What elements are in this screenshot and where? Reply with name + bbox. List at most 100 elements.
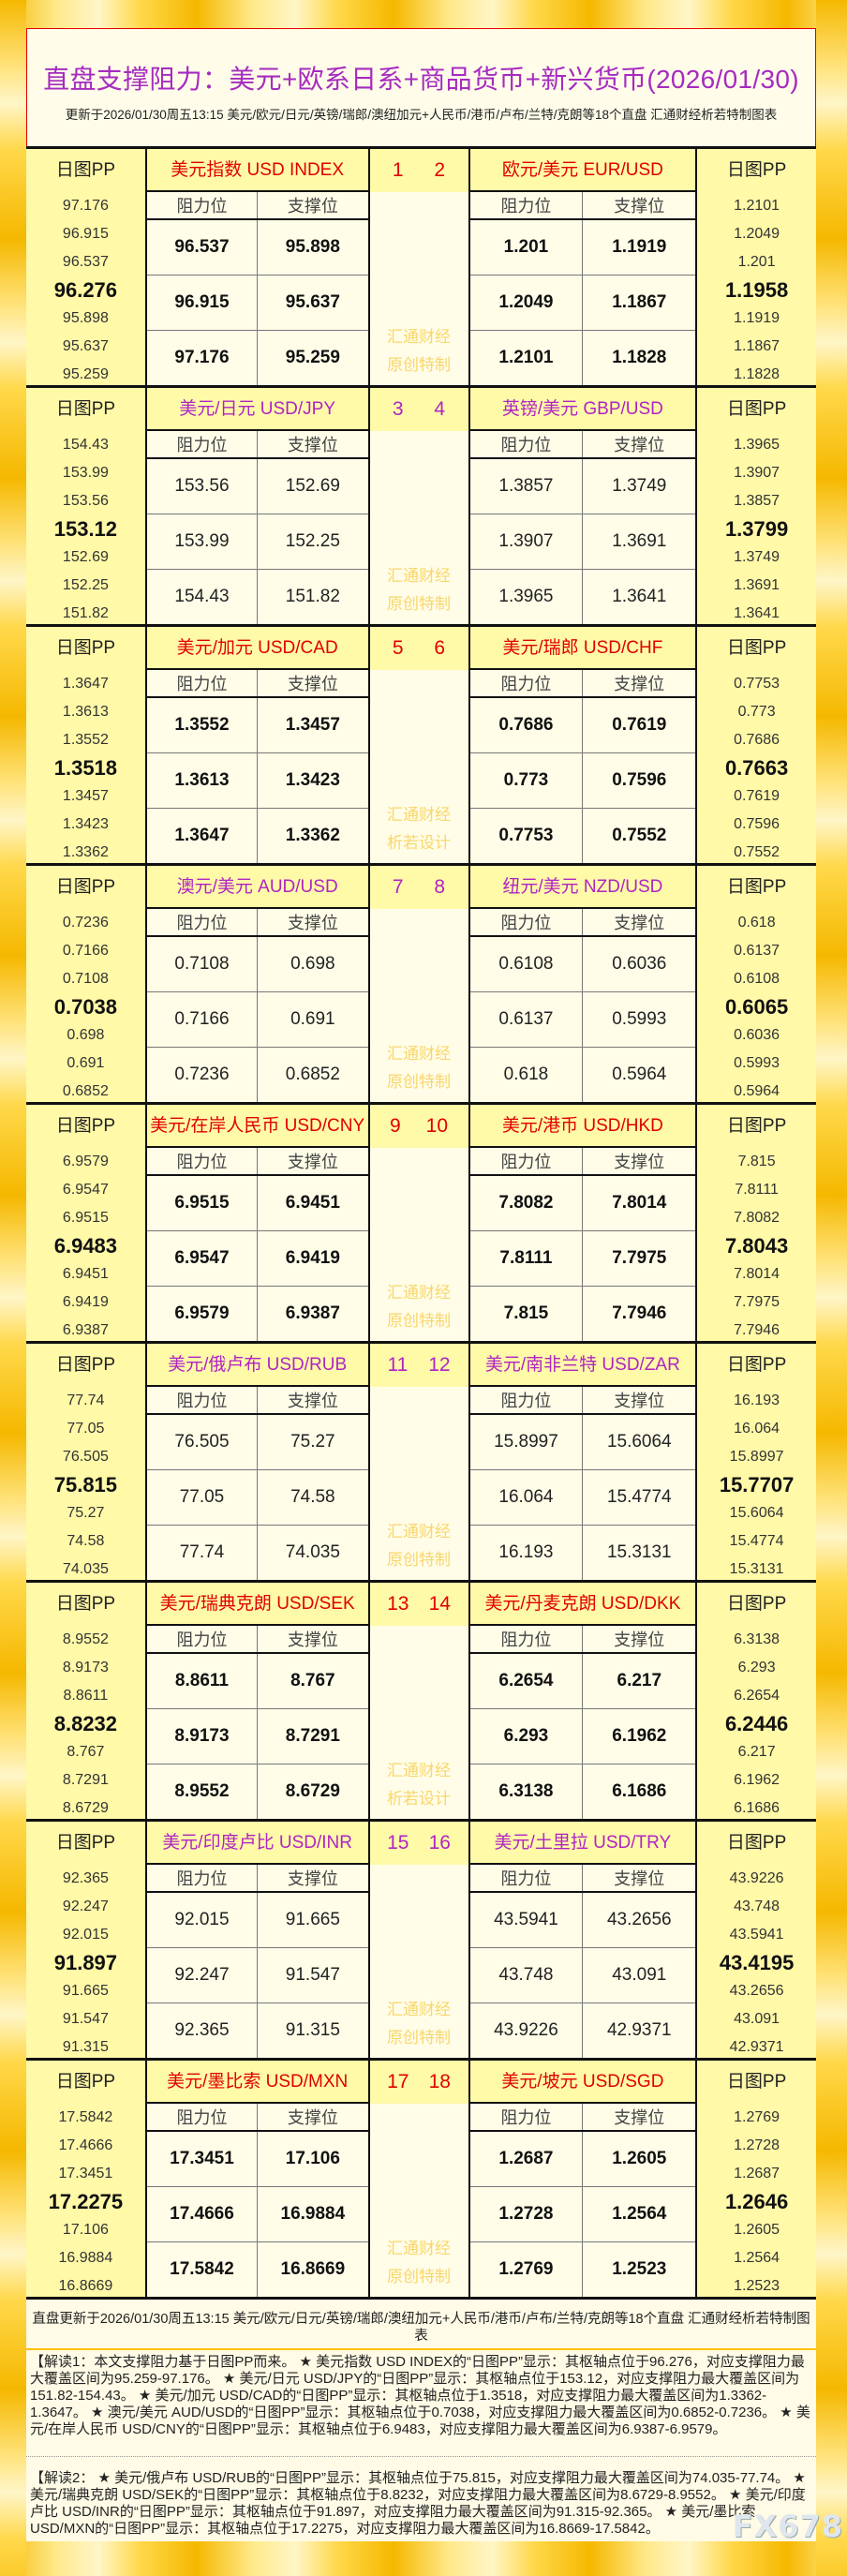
panel-number: 13	[387, 1593, 409, 1615]
panel-number: 12	[428, 1354, 451, 1376]
pair-title: 美元/港币 USD/HKD	[469, 1105, 696, 1148]
level-row: 0.6108 0.6036	[469, 937, 696, 992]
panel-number: 5	[392, 637, 404, 659]
support-value: 6.9451	[257, 1176, 367, 1230]
support-value: 91.665	[257, 1893, 367, 1947]
resistance-header: 阻力位	[500, 1869, 552, 1888]
resistance-value: 43.9226	[494, 2020, 558, 2040]
pair-table-right: 欧元/美元 EUR/USD 阻力位 支撑位 1.201 1.1919 1.2049 1.18…	[468, 149, 698, 385]
resistance-header: 阻力位	[500, 914, 552, 932]
resistance-value: 6.9547	[174, 1248, 230, 1268]
pp-level: 1.3647	[62, 676, 109, 692]
pair-title: 美元/瑞郎 USD/CHF	[469, 627, 696, 670]
resistance-value: 1.201	[503, 237, 549, 257]
pivot-value: 0.7663	[724, 756, 789, 780]
support-value: 1.2564	[582, 2187, 695, 2241]
resistance-value: 153.56	[174, 476, 230, 496]
support-value: 6.9387	[257, 1287, 367, 1341]
pp-level: 0.7166	[62, 943, 109, 959]
resistance-header: 阻力位	[500, 1153, 552, 1171]
watermark-line: 汇通财经	[387, 1045, 452, 1063]
resistance-value: 16.064	[498, 1487, 554, 1507]
pp-level: 1.3749	[734, 549, 780, 565]
pivot-value: 43.4195	[719, 1951, 795, 1974]
pivot-value: 1.1958	[724, 278, 789, 302]
level-row: 77.05 74.58	[146, 1470, 368, 1526]
resistance-value: 153.99	[174, 531, 230, 551]
support-value: 0.7619	[582, 698, 695, 752]
level-row: 96.537 95.898	[146, 220, 368, 275]
column-headers: 阻力位 支撑位	[469, 1626, 696, 1654]
level-row: 1.2728 1.2564	[469, 2187, 696, 2242]
pp-level: 6.9451	[62, 1266, 109, 1282]
support-value: 91.315	[257, 2003, 367, 2058]
pp-level: 1.2687	[734, 2166, 780, 2181]
pp-level: 1.2101	[734, 198, 780, 214]
support-value: 1.3641	[582, 570, 695, 624]
support-header: 支撑位	[582, 909, 695, 935]
resistance-header: 阻力位	[176, 914, 228, 932]
resistance-value: 7.8082	[498, 1193, 554, 1213]
level-row: 1.2101 1.1828	[470, 331, 696, 385]
support-value: 15.3131	[582, 1526, 695, 1580]
panel-number: 6	[434, 637, 446, 659]
pair-panel: 日图PP 77.74 77.05 76.505 75.815 75.27 74.58 74.0…	[26, 1341, 816, 1580]
pp-level: 0.691	[67, 1055, 105, 1071]
pp-header: 日图PP	[726, 2072, 787, 2092]
support-value: 17.106	[257, 2132, 367, 2186]
column-headers: 阻力位 支撑位	[146, 1865, 368, 1893]
resistance-value: 97.176	[174, 348, 230, 367]
resistance-value: 96.915	[174, 292, 230, 312]
support-header: 支撑位	[257, 1865, 367, 1891]
pp-level: 6.9419	[62, 1294, 109, 1310]
support-header: 支撑位	[582, 1626, 695, 1652]
pair-title: 美元/坡元 USD/SGD	[469, 2061, 696, 2104]
pp-level: 7.8014	[734, 1266, 780, 1282]
pair-title: 英镑/美元 GBP/USD	[469, 388, 696, 431]
pp-level: 16.9884	[58, 2250, 113, 2266]
pp-level: 1.3691	[734, 577, 780, 593]
pp-level: 43.9226	[729, 1870, 784, 1886]
support-value: 0.7596	[582, 753, 695, 808]
watermark-line: 汇通财经	[387, 806, 452, 824]
pp-header: 日图PP	[726, 1594, 787, 1614]
pp-level: 0.7552	[734, 844, 780, 860]
column-headers: 阻力位 支撑位	[146, 1387, 368, 1415]
resistance-value: 0.6137	[498, 1009, 554, 1029]
level-row: 43.5941 43.2656	[469, 1893, 696, 1948]
column-headers: 阻力位 支撑位	[146, 2104, 368, 2132]
pp-level: 6.293	[737, 1660, 776, 1675]
support-value: 1.3749	[582, 459, 695, 514]
support-value: 1.3457	[257, 698, 367, 752]
watermark-line: 析若设计	[387, 1790, 452, 1808]
pp-header: 日图PP	[726, 877, 787, 897]
watermark-line: 汇通财经	[387, 1762, 452, 1779]
pair-title: 欧元/美元 EUR/USD	[469, 149, 696, 192]
watermark-line: 汇通财经	[387, 1284, 452, 1302]
pp-column-left: 日图PP 8.9552 8.9173 8.8611 8.8232 8.767 8.7291 8…	[26, 1583, 145, 1819]
support-value: 95.898	[257, 220, 367, 275]
resistance-header: 阻力位	[500, 1630, 552, 1649]
resistance-value: 16.193	[498, 1542, 554, 1562]
pp-level: 7.8082	[734, 1210, 780, 1226]
level-row: 153.99 152.25	[146, 514, 368, 570]
level-row: 1.2049 1.1867	[469, 275, 696, 331]
watermark: 汇通财经 原创特制	[370, 323, 468, 380]
pp-level: 6.2654	[734, 1688, 780, 1704]
support-header: 支撑位	[257, 431, 367, 457]
resistance-value: 1.3647	[174, 826, 230, 845]
pp-column-left: 日图PP 1.3647 1.3613 1.3552 1.3518 1.3457 1.3423…	[26, 627, 145, 863]
pair-panel: 日图PP 6.9579 6.9547 6.9515 6.9483 6.9451 6.9419…	[26, 1102, 816, 1341]
pp-level: 6.3138	[734, 1631, 780, 1647]
resistance-header: 阻力位	[176, 1392, 228, 1410]
pp-header: 日图PP	[55, 1594, 116, 1614]
pp-column-right: 日图PP 1.3965 1.3907 1.3857 1.3799 1.3749 1.3691…	[697, 388, 816, 624]
pp-level: 15.8997	[729, 1449, 784, 1465]
resistance-value: 6.3138	[498, 1781, 554, 1801]
panel-number: 14	[428, 1593, 451, 1615]
level-row: 1.201 1.1919	[469, 220, 696, 275]
resistance-value: 92.247	[174, 1965, 230, 1985]
level-row: 0.7236 0.6852	[147, 1048, 368, 1102]
pp-level: 1.3613	[62, 704, 109, 720]
level-row: 76.505 75.27	[146, 1415, 368, 1470]
